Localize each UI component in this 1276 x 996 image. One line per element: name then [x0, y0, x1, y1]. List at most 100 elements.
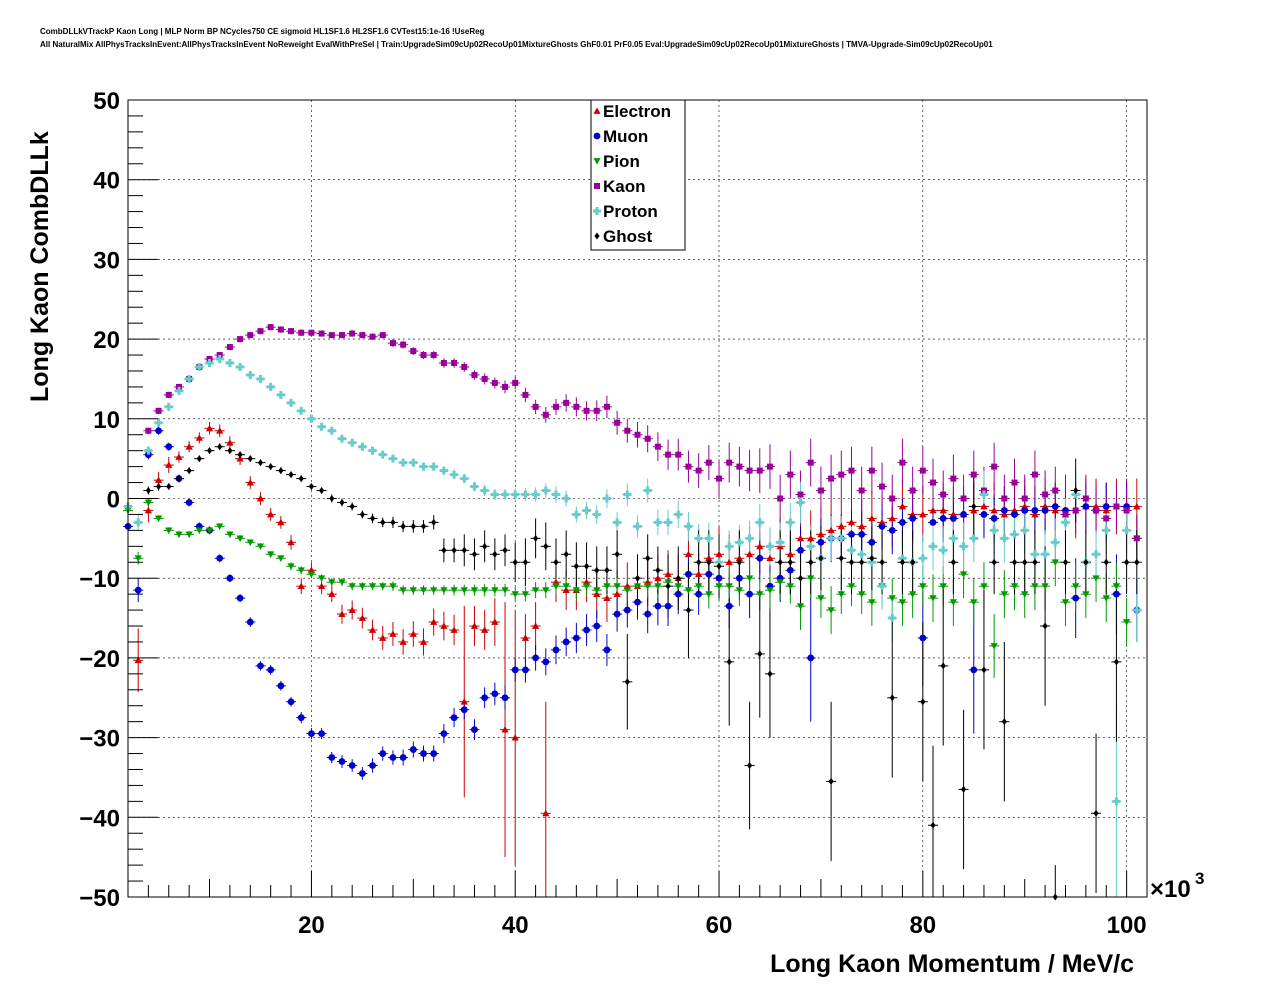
muon-point [348, 762, 356, 769]
kaon-point [328, 332, 335, 339]
ghost-point [298, 475, 304, 483]
ghost-point [767, 670, 773, 678]
pion-point [134, 555, 142, 562]
y-tick-label: 0 [107, 487, 120, 514]
muon-point [440, 730, 448, 738]
proton-point [725, 542, 734, 551]
muon-point [450, 714, 458, 722]
kaon-point [879, 483, 886, 490]
proton-point [990, 526, 999, 535]
electron-point [684, 550, 693, 558]
proton-point [256, 374, 265, 383]
electron-point [419, 638, 428, 645]
pion-point [562, 583, 570, 590]
pion-point [440, 587, 448, 594]
x-multiplier-base: ×10 [1150, 876, 1191, 903]
proton-point [562, 494, 571, 503]
legend-label-muon: Muon [603, 127, 648, 146]
electron-point [460, 698, 468, 705]
electron-point [440, 622, 448, 629]
ghost-point [991, 558, 997, 566]
ghost-point [471, 550, 478, 558]
x-tick-label: 100 [1107, 912, 1147, 939]
proton-point [134, 518, 143, 527]
proton-point [796, 498, 805, 507]
kaon-point [1042, 491, 1049, 498]
ghost-point [502, 546, 508, 554]
kaon-point [1031, 471, 1038, 478]
proton-point [735, 538, 744, 547]
x-tick-label: 60 [706, 912, 733, 939]
legend-marker-ghost [594, 232, 600, 240]
pion-point [888, 595, 896, 602]
kaon-point [349, 330, 356, 337]
kaon-point [430, 352, 437, 359]
ghost-point [757, 650, 763, 658]
x-multiplier-exponent: 3 [1195, 869, 1204, 888]
ghost-point [736, 558, 742, 566]
legend-marker-proton [593, 207, 601, 215]
muon-point [899, 519, 906, 526]
pion-point [613, 583, 621, 590]
ghost-point [237, 451, 243, 459]
proton-point [195, 362, 204, 371]
ghost-point [441, 546, 447, 554]
pion-point [929, 595, 937, 602]
muon-point [420, 750, 427, 757]
electron-point [205, 424, 214, 432]
ghost-point [889, 694, 895, 702]
x-multiplier: ×10 3 [1150, 869, 1204, 903]
pion-point [644, 583, 652, 590]
electron-point [521, 634, 530, 641]
kaon-point [522, 391, 529, 398]
ghost-point [685, 606, 692, 614]
y-tick-label: −50 [79, 885, 120, 912]
kaon-point [440, 360, 447, 367]
proton-point [837, 534, 846, 543]
proton-point [1092, 550, 1101, 559]
proton-point [388, 454, 397, 463]
electron-point [735, 554, 743, 562]
proton-point [1030, 550, 1039, 559]
proton-point [867, 558, 876, 567]
muon-point [868, 538, 876, 546]
x-tick-label: 40 [502, 912, 529, 939]
proton-point [541, 486, 550, 495]
markers [124, 324, 1141, 901]
electron-point [246, 478, 254, 486]
ghost-point [1022, 558, 1028, 566]
electron-point [542, 809, 550, 817]
muon-point [297, 714, 305, 722]
ghost-point [899, 558, 906, 566]
muon-point [817, 538, 825, 546]
muon-point [695, 590, 703, 598]
kaon-point [665, 451, 672, 458]
proton-point [236, 362, 245, 371]
pion-point [827, 607, 835, 614]
electron-point [134, 656, 142, 664]
kaon-point [1001, 495, 1008, 502]
proton-point [1041, 550, 1050, 559]
muon-point [379, 750, 387, 757]
electron-point [399, 638, 407, 645]
electron-point [144, 506, 152, 514]
proton-point [225, 359, 234, 368]
ghost-point [166, 483, 172, 491]
muon-point [185, 499, 193, 506]
kaon-point [512, 379, 519, 386]
electron-point [745, 550, 754, 558]
proton-point [358, 442, 367, 451]
proton-point [276, 390, 285, 399]
muon-point [267, 666, 275, 674]
pion-point [185, 531, 193, 538]
muon-point [165, 443, 173, 451]
muon-point [471, 726, 478, 734]
ghost-point [1134, 558, 1140, 566]
muon-point [878, 522, 886, 530]
muon-point [664, 602, 672, 610]
proton-point [684, 522, 693, 531]
ghost-point [206, 447, 213, 455]
electron-point [705, 554, 713, 562]
y-tick-label: 20 [93, 327, 120, 354]
proton-point [623, 490, 632, 499]
